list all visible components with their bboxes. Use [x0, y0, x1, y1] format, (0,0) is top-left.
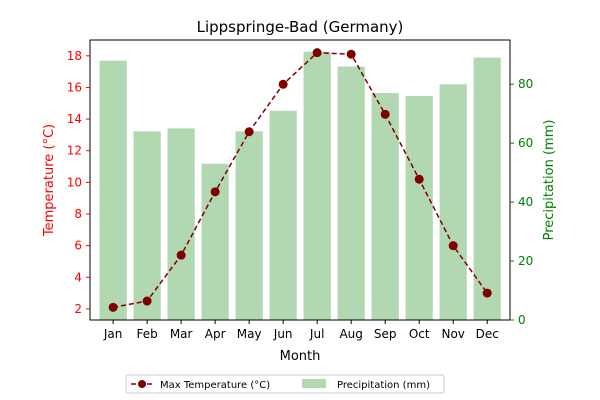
bar-feb: [133, 131, 161, 320]
point-oct: [414, 174, 424, 184]
bar-may: [235, 131, 263, 320]
point-mar: [176, 250, 186, 260]
x-tick-label-nov: Nov: [441, 327, 464, 341]
bar-aug: [337, 66, 365, 321]
point-sep: [380, 109, 390, 119]
left-tick-label-6: 6: [74, 239, 82, 253]
bar-mar: [167, 128, 195, 320]
left-tick-label-12: 12: [67, 144, 82, 158]
point-jul: [312, 48, 322, 58]
point-jan: [108, 302, 118, 312]
left-tick-label-10: 10: [67, 175, 82, 189]
bar-apr: [201, 163, 229, 320]
bar-dec: [473, 57, 501, 321]
x-tick-label-may: May: [237, 327, 262, 341]
point-feb: [142, 296, 152, 306]
bar-jul: [303, 51, 331, 320]
left-tick-label-16: 16: [67, 80, 82, 94]
x-tick-label-jul: Jul: [309, 327, 324, 341]
legend-label-temperature: Max Temperature (°C): [160, 380, 270, 391]
left-tick-label-18: 18: [67, 49, 82, 63]
left-tick-label-2: 2: [74, 302, 82, 316]
legend-marker-swatch: [138, 380, 146, 388]
legend-bar-swatch: [302, 379, 326, 388]
x-tick-label-dec: Dec: [476, 327, 499, 341]
bar-nov: [439, 84, 467, 320]
plot-frame: [89, 39, 511, 321]
right-tick-label-0: 0: [518, 313, 526, 327]
right-tick-label-80: 80: [518, 77, 533, 91]
point-may: [244, 127, 254, 137]
x-tick-label-feb: Feb: [137, 327, 158, 341]
bar-oct: [405, 96, 433, 320]
point-apr: [210, 187, 220, 197]
x-tick-label-oct: Oct: [409, 327, 430, 341]
x-tick-label-mar: Mar: [170, 327, 193, 341]
bar-jan: [99, 60, 127, 320]
point-jun: [278, 79, 288, 89]
x-tick-label-sep: Sep: [374, 327, 397, 341]
chart-title: Lippspringe-Bad (Germany): [197, 18, 404, 36]
left-tick-label-14: 14: [67, 112, 82, 126]
right-tick-label-20: 20: [518, 254, 533, 268]
point-dec: [482, 288, 492, 298]
left-tick-label-4: 4: [74, 270, 82, 284]
legend: Max Temperature (°C) Precipitation (mm): [125, 374, 445, 394]
left-y-axis: 2 4 6 8 10 12 14 16 18: [67, 49, 90, 316]
x-axis-label: Month: [280, 349, 321, 364]
bar-jun: [269, 110, 297, 320]
right-y-axis-label: Precipitation (mm): [542, 120, 557, 241]
right-y-axis: 0 20 40 60 80: [510, 77, 533, 327]
x-axis: Jan Feb Mar Apr May Jun Jul Aug Sep Oct Nov Dec: [103, 320, 499, 341]
left-tick-label-8: 8: [74, 207, 82, 221]
legend-frame: [125, 374, 445, 394]
legend-label-precipitation: Precipitation (mm): [337, 380, 430, 391]
x-tick-label-aug: Aug: [339, 327, 362, 341]
x-tick-label-jun: Jun: [273, 327, 293, 341]
point-aug: [346, 49, 356, 59]
x-tick-label-jan: Jan: [103, 327, 123, 341]
left-y-axis-label: Temperature (°C): [42, 124, 57, 237]
temperature-line-path: [112, 51, 488, 309]
precipitation-bars: [99, 51, 501, 321]
right-tick-label-60: 60: [518, 136, 533, 150]
x-tick-label-apr: Apr: [205, 327, 226, 341]
point-nov: [448, 241, 458, 251]
bar-sep: [371, 93, 399, 320]
right-tick-label-40: 40: [518, 195, 533, 209]
temperature-line: [108, 48, 492, 312]
